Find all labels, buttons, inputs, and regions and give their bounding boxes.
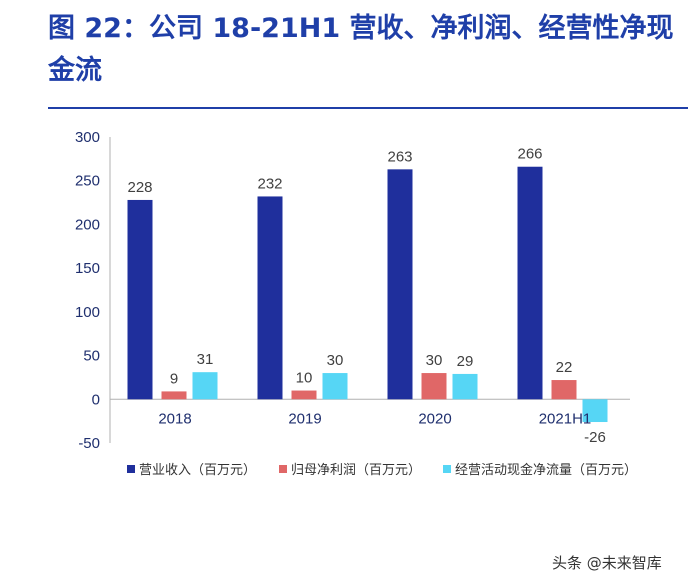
y-tick-label: -50: [78, 435, 100, 452]
legend-net-profit: 归母净利润（百万元）: [291, 463, 421, 478]
legend: 营业收入（百万元） 归母净利润（百万元） 经营活动现金净流量（百万元）: [127, 462, 637, 478]
bar-revenue: [387, 169, 413, 400]
bar-net-profit: [421, 373, 447, 400]
data-label: 228: [127, 179, 152, 196]
x-tick-label: 2018: [158, 410, 191, 427]
data-label: 30: [426, 352, 443, 369]
legend-revenue-swatch: [127, 465, 135, 473]
legend-operating-cash-flow-swatch: [443, 465, 451, 473]
title-divider: [48, 107, 688, 109]
data-label: 29: [457, 353, 474, 370]
y-tick-label: 300: [75, 129, 100, 146]
chart-title: 图 22：公司 18-21H1 营收、净利润、经营性净现金流: [48, 13, 674, 86]
bar-net-profit: [291, 390, 317, 400]
data-label: 10: [296, 370, 313, 387]
data-label: 263: [387, 148, 412, 165]
data-label: 266: [517, 146, 542, 163]
y-tick-label: 100: [75, 304, 100, 321]
y-tick-label: 0: [92, 391, 100, 408]
legend-revenue: 营业收入（百万元）: [139, 463, 256, 478]
data-label: 9: [170, 370, 178, 387]
y-tick-label: 200: [75, 216, 100, 233]
data-label: 31: [197, 351, 214, 368]
bar-revenue: [127, 199, 153, 400]
y-tick-label: 50: [83, 348, 100, 365]
bar-revenue: [517, 166, 543, 400]
legend-net-profit-swatch: [279, 465, 287, 473]
bar-operating-cash-flow: [452, 373, 478, 400]
bar-net-profit: [161, 391, 187, 400]
x-tick-label: 2021H1: [539, 410, 592, 427]
bars: [127, 166, 608, 423]
bar-operating-cash-flow: [192, 372, 218, 400]
watermark: 头条 @未来智库: [552, 554, 662, 572]
y-tick-labels: 300 250 200 150 100 50 0 -50: [75, 129, 100, 452]
x-tick-label: 2019: [288, 410, 321, 427]
y-tick-label: 150: [75, 260, 100, 277]
x-tick-labels: 2018 2019 2020 2021H1: [158, 410, 591, 427]
bar-operating-cash-flow: [322, 373, 348, 400]
data-labels: 228 9 31 232 10 30 263 30 29 266 22 -26: [127, 146, 605, 446]
legend-operating-cash-flow: 经营活动现金净流量（百万元）: [455, 462, 637, 478]
bar-net-profit: [551, 380, 577, 400]
data-label: 22: [556, 359, 573, 376]
data-label: 30: [327, 352, 344, 369]
data-label: 232: [257, 175, 282, 192]
y-tick-label: 250: [75, 173, 100, 190]
x-tick-label: 2020: [418, 410, 451, 427]
bar-operating-cash-flow: [582, 399, 608, 423]
bar-revenue: [257, 196, 283, 400]
data-label: -26: [584, 429, 606, 446]
